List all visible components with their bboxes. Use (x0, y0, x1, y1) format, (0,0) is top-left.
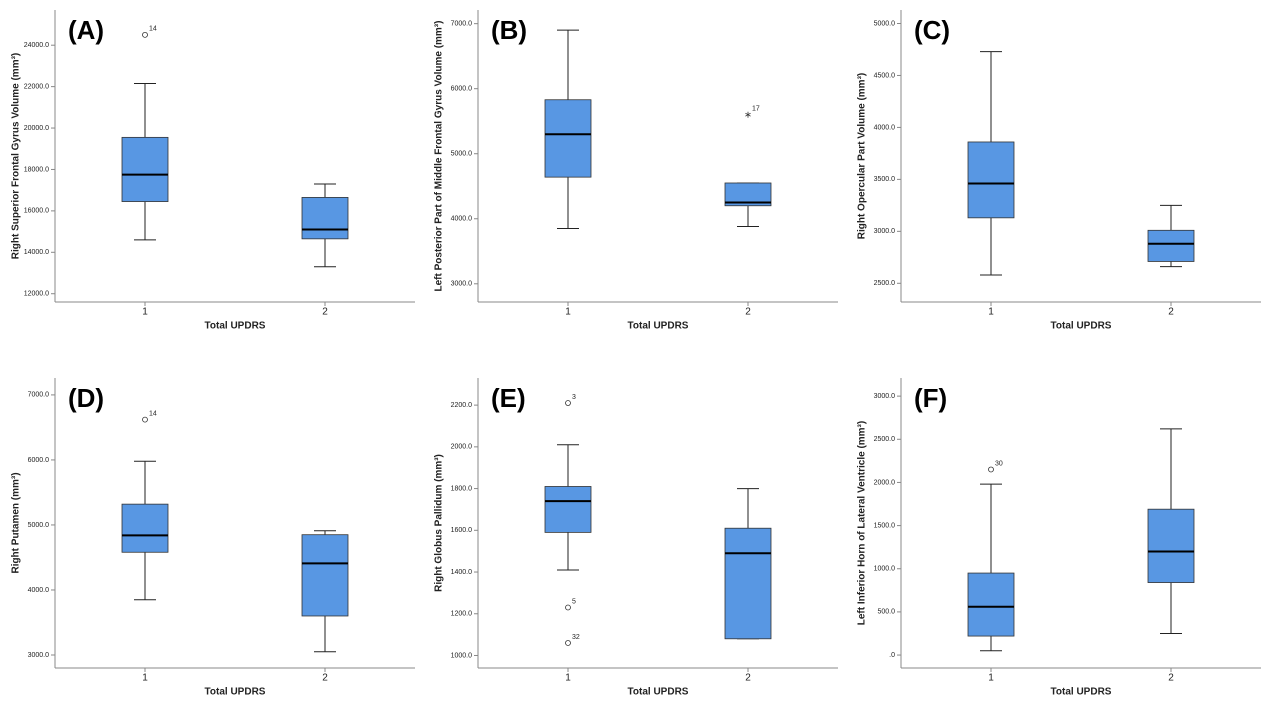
y-tick-label: 6000.0 (451, 86, 473, 93)
y-axis-label: Right Superior Frontal Gyrus Volume (mm³… (11, 53, 22, 260)
y-tick-label: 3500.0 (874, 176, 896, 183)
y-tick-label: 2000.0 (451, 444, 473, 451)
y-axis-label: Left Posterior Part of Middle Frontal Gy… (434, 21, 445, 292)
y-tick-label: 16000.0 (24, 208, 49, 215)
y-tick-label: 6000.0 (28, 457, 50, 464)
x-axis-label: Total UPDRS (1051, 687, 1112, 698)
y-tick-label: 1600.0 (451, 527, 473, 534)
outlier (142, 416, 148, 423)
y-tick-label: 2500.0 (874, 280, 896, 287)
box (1147, 508, 1195, 583)
y-tick-label: 20000.0 (24, 125, 49, 132)
y-tick-label: 12000.0 (24, 291, 49, 298)
outlier-label: 32 (572, 634, 580, 641)
y-tick-label: 3000.0 (874, 393, 896, 400)
x-axis-label: Total UPDRS (628, 321, 689, 332)
y-tick-label: 5000.0 (28, 522, 50, 529)
y-axis-label: Right Opercular Part Volume (mm³) (857, 73, 868, 240)
box (121, 136, 169, 202)
x-axis-label: Total UPDRS (1051, 321, 1112, 332)
y-tick-label: 5000.0 (451, 151, 473, 158)
outlier (565, 604, 571, 611)
panel-label: (C) (914, 15, 950, 45)
box (121, 503, 169, 553)
y-tick-label: 4000.0 (874, 124, 896, 131)
y-tick-label: .0 (889, 652, 895, 659)
box (544, 486, 592, 533)
outlier (142, 31, 148, 38)
y-tick-label: 2000.0 (874, 479, 896, 486)
y-axis-label: Right Putamen (mm³) (11, 472, 22, 573)
y-tick-label: 7000.0 (451, 21, 473, 28)
box (301, 197, 349, 240)
y-axis-label: Left Inferior Horn of Lateral Ventricle … (857, 421, 868, 625)
outlier-label: 17 (752, 106, 760, 113)
y-tick-label: 22000.0 (24, 83, 49, 90)
x-tick-label: 1 (988, 307, 994, 318)
x-tick-label: 2 (745, 307, 751, 318)
box (967, 572, 1015, 637)
y-tick-label: 5000.0 (874, 20, 896, 27)
y-tick-label: 7000.0 (28, 392, 50, 399)
x-tick-label: 1 (142, 673, 148, 684)
panel-label: (F) (914, 383, 947, 413)
y-tick-label: 500.0 (877, 609, 895, 616)
y-tick-label: 2500.0 (874, 436, 896, 443)
x-tick-label: 1 (565, 673, 571, 684)
panel-label: (A) (68, 15, 104, 45)
y-tick-label: 4500.0 (874, 72, 896, 79)
box (544, 99, 592, 178)
x-axis-label: Total UPDRS (628, 687, 689, 698)
y-tick-label: 18000.0 (24, 166, 49, 173)
y-tick-label: 2200.0 (451, 402, 473, 409)
x-tick-label: 1 (565, 307, 571, 318)
x-tick-label: 2 (322, 307, 328, 318)
y-tick-label: 1800.0 (451, 485, 473, 492)
y-tick-label: 24000.0 (24, 42, 49, 49)
y-tick-label: 1200.0 (451, 611, 473, 618)
box (301, 534, 349, 617)
y-tick-label: 1000.0 (451, 652, 473, 659)
y-tick-label: 4000.0 (451, 216, 473, 223)
y-tick-label: 1400.0 (451, 569, 473, 576)
x-axis-label: Total UPDRS (205, 321, 266, 332)
outlier-label: 14 (149, 410, 157, 417)
box (724, 527, 772, 640)
y-axis-label: Right Globus Pallidum (mm³) (434, 454, 445, 592)
x-axis-label: Total UPDRS (205, 687, 266, 698)
outlier-label: 5 (572, 598, 576, 605)
outlier (745, 111, 751, 118)
x-tick-label: 1 (142, 307, 148, 318)
y-tick-label: 1000.0 (874, 566, 896, 573)
x-tick-label: 2 (1168, 673, 1174, 684)
y-tick-label: 14000.0 (24, 249, 49, 256)
y-tick-label: 4000.0 (28, 587, 50, 594)
outlier-label: 3 (572, 394, 576, 401)
panel-label: (D) (68, 383, 104, 413)
y-tick-label: 3000.0 (874, 228, 896, 235)
y-tick-label: 1500.0 (874, 522, 896, 529)
x-tick-label: 2 (322, 673, 328, 684)
box (967, 141, 1015, 219)
outlier-label: 30 (995, 460, 1003, 467)
x-tick-label: 2 (1168, 307, 1174, 318)
y-tick-label: 3000.0 (451, 281, 473, 288)
outlier-label: 14 (149, 26, 157, 33)
x-tick-label: 1 (988, 673, 994, 684)
box (724, 182, 772, 207)
panel-label: (E) (491, 383, 526, 413)
x-tick-label: 2 (745, 673, 751, 684)
outlier (988, 466, 994, 473)
box (1147, 229, 1195, 262)
y-tick-label: 3000.0 (28, 652, 50, 659)
outlier (565, 400, 571, 406)
outlier (565, 640, 571, 646)
panel-label: (B) (491, 15, 527, 45)
